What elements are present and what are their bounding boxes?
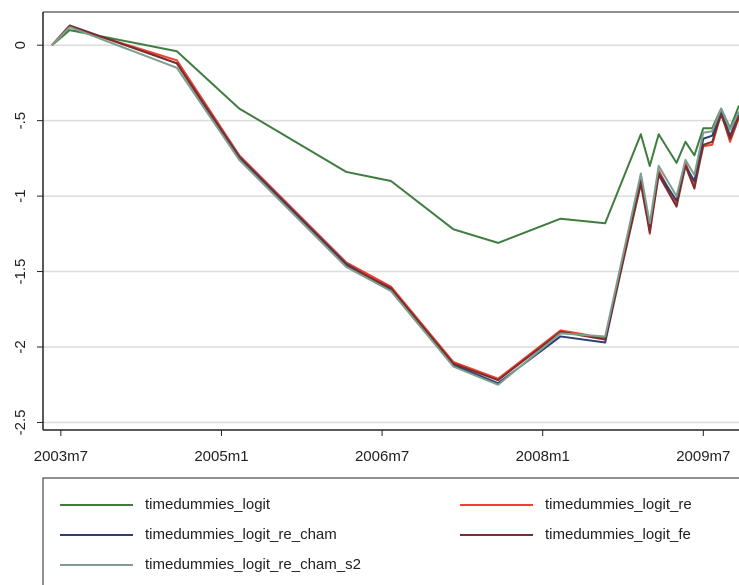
y-tick-label: -1: [12, 189, 29, 202]
series-line: [51, 24, 739, 382]
legend-label: timedummies_logit_re_cham: [145, 526, 337, 543]
legend-label: timedummies_logit_re_cham_s2: [145, 556, 361, 573]
y-tick-label: 0: [12, 41, 29, 49]
series-line: [51, 26, 739, 386]
legend-label: timedummies_logit_re: [545, 496, 692, 513]
x-tick-label: 2006m7: [355, 448, 409, 465]
x-tick-label: 2009m7: [676, 448, 730, 465]
y-tick-label: -.5: [12, 112, 29, 130]
legend-box: [42, 477, 739, 585]
legend-label: timedummies_logit: [145, 496, 271, 513]
series-line: [51, 24, 739, 385]
series-line: [51, 29, 739, 244]
x-tick-label: 2003m7: [34, 448, 88, 465]
y-tick-label: -2: [12, 340, 29, 353]
legend-label: timedummies_logit_fe: [545, 526, 691, 543]
x-tick-label: 2008m1: [516, 448, 570, 465]
y-tick-label: -2.5: [12, 410, 29, 436]
y-tick-label: -1.5: [12, 259, 29, 285]
x-tick-label: 2005m1: [194, 448, 248, 465]
